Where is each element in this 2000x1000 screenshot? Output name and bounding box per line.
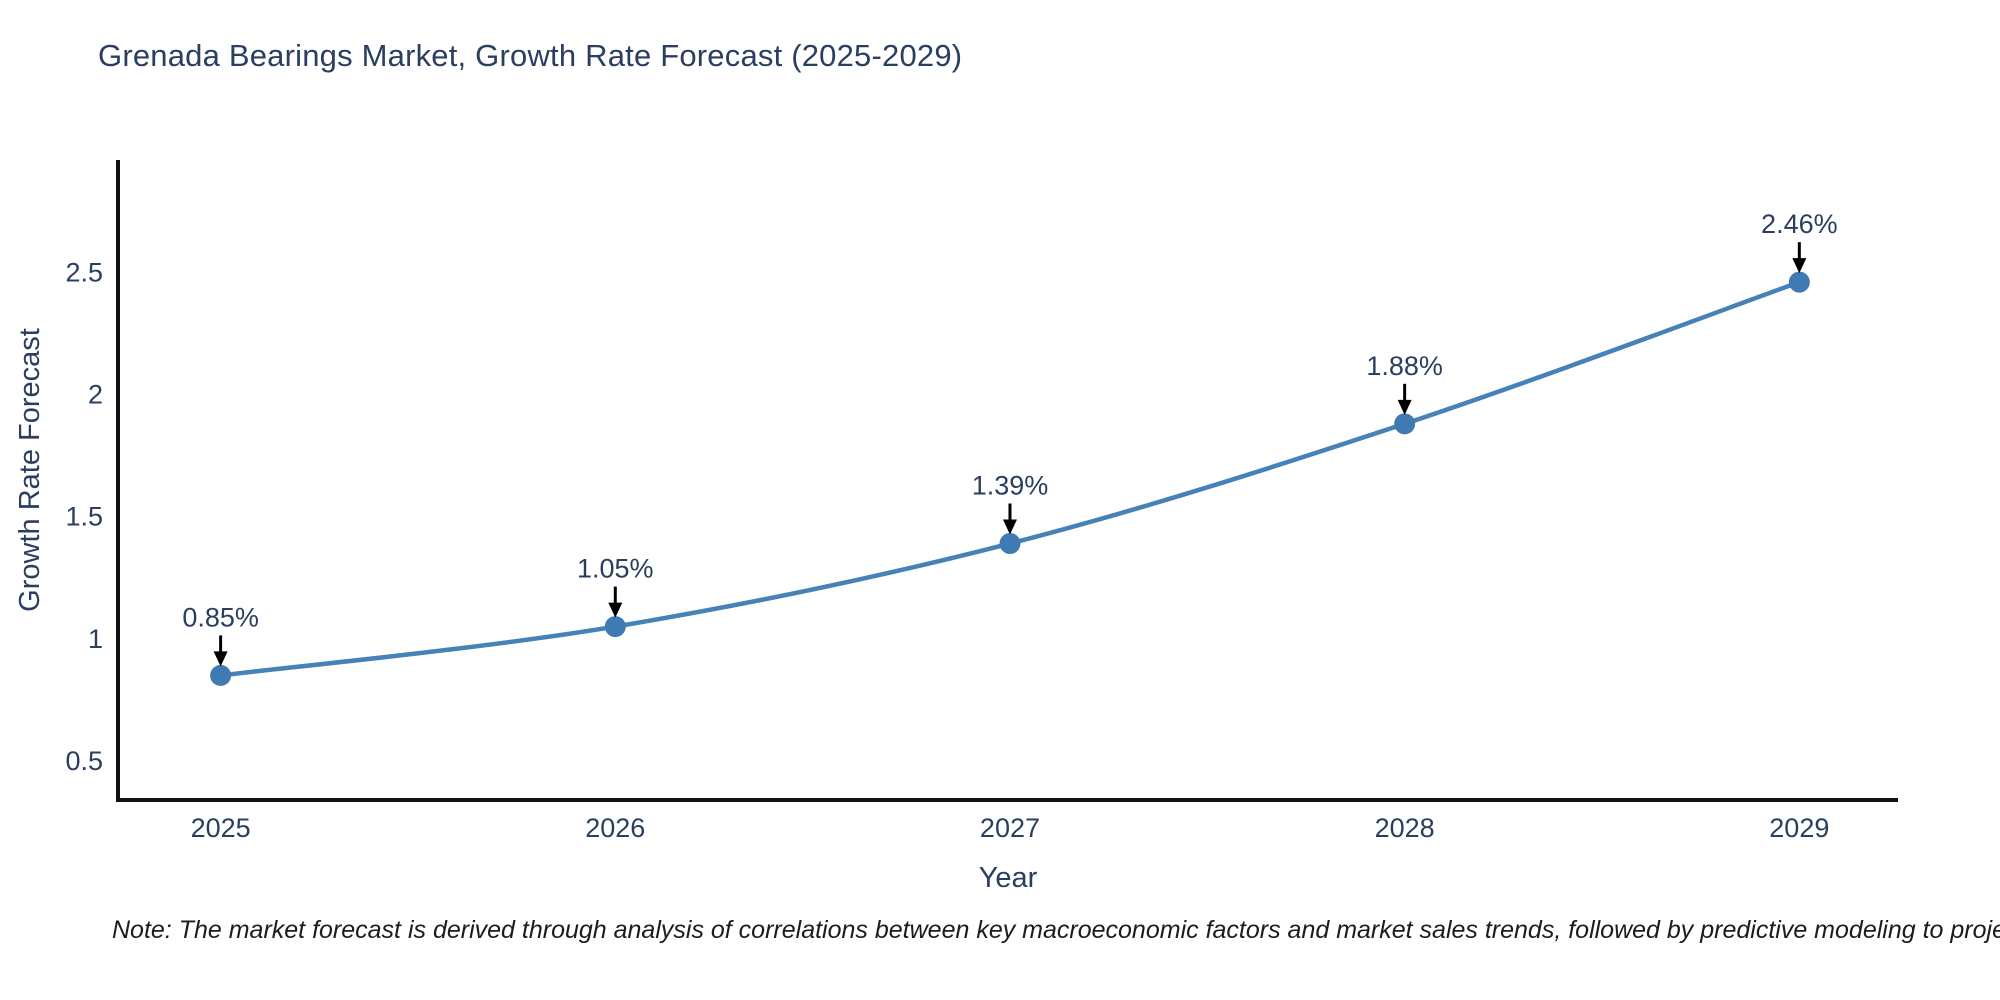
annotation-label: 1.39% — [972, 471, 1049, 501]
annotation-arrow-head — [1792, 258, 1807, 274]
annotation-label: 1.05% — [577, 554, 654, 584]
data-point-2025 — [210, 664, 232, 686]
annotation-arrow-head — [1397, 399, 1412, 415]
x-tick-label: 2028 — [1375, 813, 1435, 843]
y-axis-title: Growth Rate Forecast — [14, 328, 46, 612]
y-tick-label: 0.5 — [65, 746, 103, 776]
x-tick-label: 2029 — [1769, 813, 1829, 843]
x-tick-label: 2026 — [585, 813, 645, 843]
footnote: Note: The market forecast is derived thr… — [112, 916, 2000, 944]
annotation-label: 2.46% — [1761, 209, 1838, 239]
x-axis-title: Year — [979, 862, 1038, 894]
annotation-label: 1.88% — [1366, 351, 1443, 381]
x-tick-label: 2027 — [980, 813, 1040, 843]
annotation-arrow-head — [1002, 519, 1017, 535]
annotation-arrow-head — [608, 602, 623, 618]
y-tick-label: 2.5 — [65, 257, 103, 287]
data-point-2027 — [999, 533, 1021, 555]
data-point-2028 — [1394, 413, 1416, 435]
chart-title: Grenada Bearings Market, Growth Rate For… — [98, 38, 963, 73]
y-tick-label: 1.5 — [65, 502, 103, 532]
y-tick-label: 2 — [88, 380, 103, 410]
annotation-arrow-head — [213, 651, 228, 667]
data-point-2029 — [1788, 271, 1810, 293]
annotation-label: 0.85% — [182, 602, 259, 632]
x-tick-label: 2025 — [191, 813, 251, 843]
data-point-2026 — [604, 616, 626, 638]
y-tick-label: 1 — [88, 624, 103, 654]
